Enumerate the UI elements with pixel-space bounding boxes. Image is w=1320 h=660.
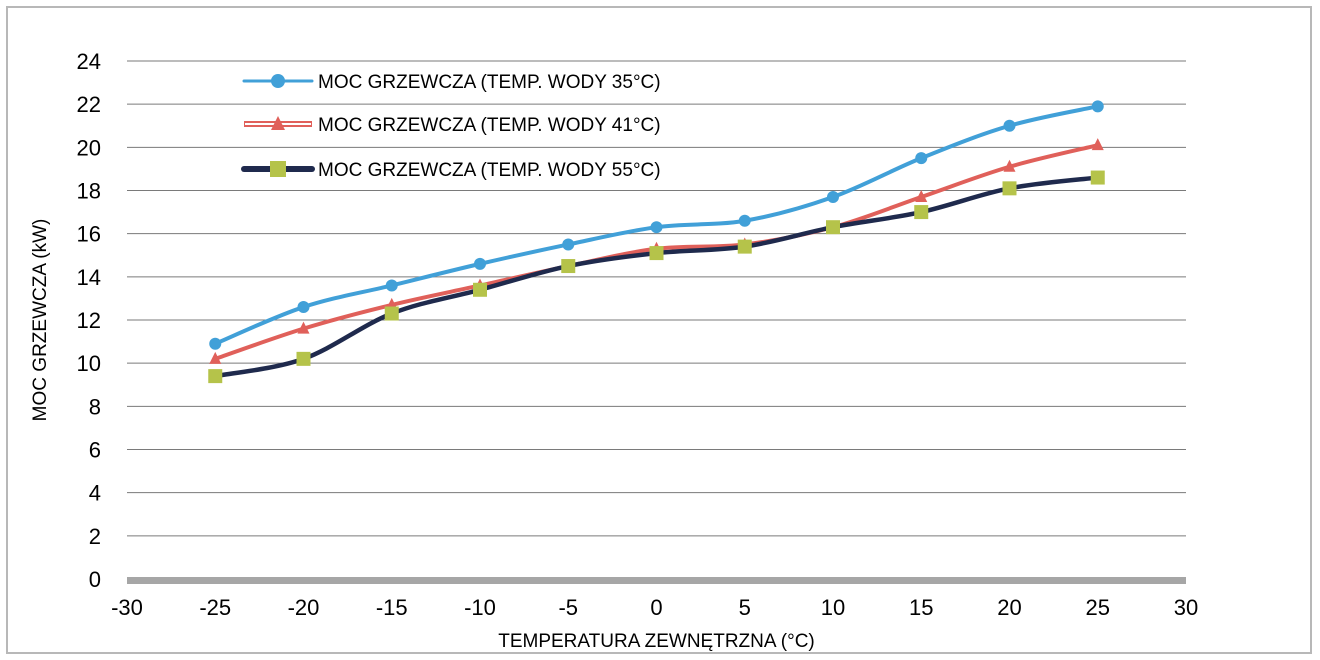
data-point-41 bbox=[1003, 159, 1016, 172]
x-tick-label: 15 bbox=[909, 595, 933, 620]
x-tick-label: 30 bbox=[1174, 595, 1198, 620]
series-55 bbox=[208, 170, 1105, 384]
legend-label: MOC GRZEWCZA (TEMP. WODY 55°C) bbox=[318, 160, 661, 181]
x-tick-label: -15 bbox=[376, 595, 408, 620]
y-tick-label: 0 bbox=[89, 567, 101, 592]
data-point-35 bbox=[209, 337, 222, 350]
x-axis-line bbox=[127, 577, 1186, 584]
y-tick-label: 24 bbox=[77, 49, 101, 74]
y-tick-label: 10 bbox=[77, 351, 101, 376]
x-tick-label: 25 bbox=[1086, 595, 1110, 620]
y-tick-label: 18 bbox=[77, 179, 101, 204]
data-point-35 bbox=[915, 152, 928, 165]
data-point-55 bbox=[208, 369, 223, 384]
data-point-55 bbox=[473, 282, 487, 297]
legend-entry-41: MOC GRZEWCZA (TEMP. WODY 41°C) bbox=[244, 115, 661, 136]
legend-label: MOC GRZEWCZA (TEMP. WODY 35°C) bbox=[318, 72, 661, 93]
data-point-55 bbox=[826, 220, 840, 235]
data-point-55 bbox=[384, 306, 399, 321]
legend-marker bbox=[270, 161, 286, 177]
series-lines bbox=[208, 100, 1105, 384]
data-point-55 bbox=[649, 246, 664, 261]
legend-marker bbox=[271, 74, 285, 88]
data-point-35 bbox=[738, 214, 751, 227]
y-tick-label: 8 bbox=[89, 394, 101, 419]
x-tick-label: -25 bbox=[199, 595, 231, 620]
data-point-35 bbox=[827, 190, 839, 203]
gridlines bbox=[127, 60, 1186, 537]
x-tick-label: 20 bbox=[997, 595, 1021, 620]
y-tick-label: 2 bbox=[89, 524, 101, 549]
x-tick-label: -5 bbox=[558, 595, 578, 620]
data-point-55 bbox=[914, 205, 929, 220]
y-axis-title: MOC GRZEWCZA (kW) bbox=[30, 219, 51, 422]
y-tick-label: 12 bbox=[77, 308, 101, 333]
legend-entry-35: MOC GRZEWCZA (TEMP. WODY 35°C) bbox=[242, 72, 661, 93]
data-point-35 bbox=[474, 257, 486, 270]
x-tick-label: -10 bbox=[464, 595, 496, 620]
data-point-55 bbox=[1090, 170, 1105, 185]
data-point-41 bbox=[915, 189, 928, 202]
y-tick-label: 16 bbox=[77, 222, 101, 247]
x-tick-label: -20 bbox=[288, 595, 320, 620]
data-point-35 bbox=[1003, 119, 1016, 132]
x-axis-title: TEMPERATURA ZEWNĘTRZNA (°C) bbox=[498, 631, 815, 652]
x-tick-label: 10 bbox=[821, 595, 845, 620]
data-point-35 bbox=[385, 279, 398, 292]
data-point-55 bbox=[561, 259, 576, 274]
y-tick-label: 20 bbox=[77, 135, 101, 160]
y-tick-label: 14 bbox=[77, 265, 101, 290]
data-point-55 bbox=[1002, 181, 1017, 196]
x-tick-label: -30 bbox=[111, 595, 143, 620]
legend: MOC GRZEWCZA (TEMP. WODY 35°C) MOC GRZEWC… bbox=[241, 72, 661, 181]
legend-label: MOC GRZEWCZA (TEMP. WODY 41°C) bbox=[318, 115, 661, 136]
data-point-41 bbox=[1091, 138, 1104, 151]
y-tick-label: 6 bbox=[89, 438, 101, 463]
data-point-41 bbox=[209, 351, 222, 364]
y-tick-label: 4 bbox=[89, 481, 101, 506]
legend-marker bbox=[271, 116, 285, 130]
data-point-35 bbox=[650, 221, 663, 234]
data-point-55 bbox=[737, 239, 752, 254]
legend-entry-55: MOC GRZEWCZA (TEMP. WODY 55°C) bbox=[241, 160, 661, 181]
data-point-55 bbox=[296, 351, 311, 366]
data-point-35 bbox=[1091, 100, 1104, 113]
chart-frame: 0 2 4 6 8 10 12 14 16 18 20 22 24 -30 -25 -20 -15 -10 -5 0 5… bbox=[6, 6, 1312, 654]
data-point-41 bbox=[297, 321, 310, 334]
x-tick-label: 5 bbox=[739, 595, 751, 620]
data-point-35 bbox=[297, 301, 310, 314]
y-tick-label: 22 bbox=[77, 92, 101, 117]
x-tick-label: 0 bbox=[650, 595, 662, 620]
series-35 bbox=[209, 100, 1104, 350]
data-point-35 bbox=[562, 238, 575, 251]
